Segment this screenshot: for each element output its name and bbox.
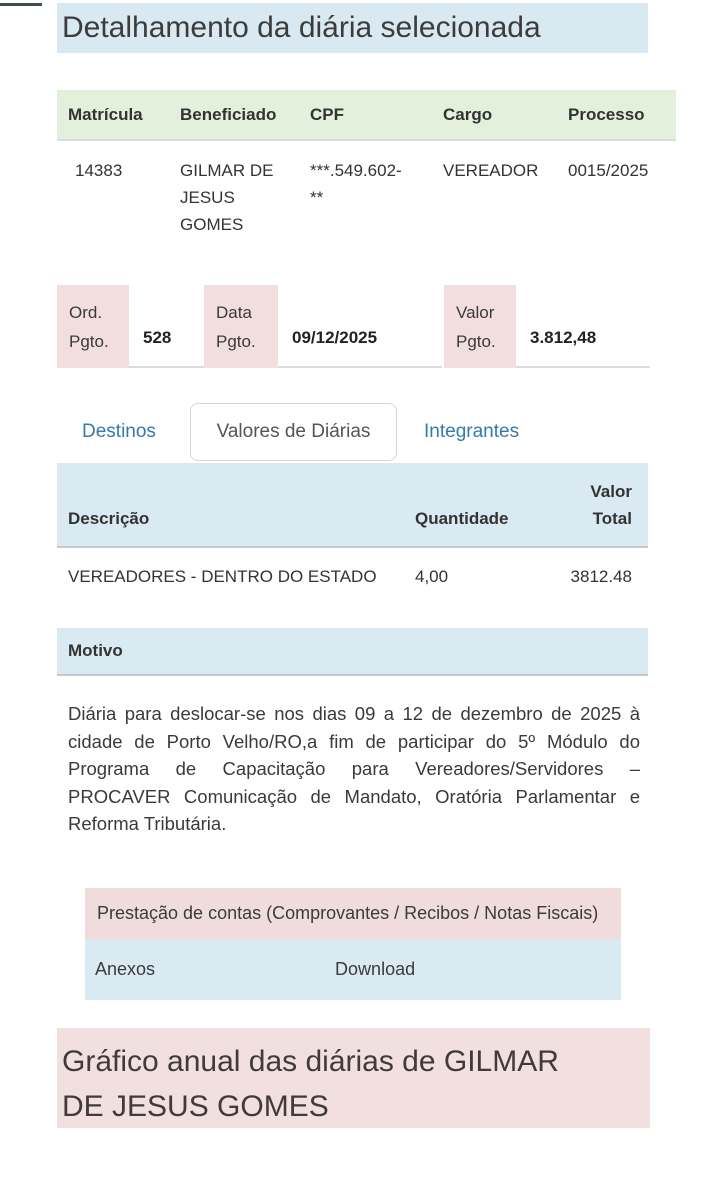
cell-cargo: VEREADOR bbox=[443, 161, 539, 180]
payment-summary: Ord. Pgto. 528 Data Pgto. 09/12/2025 Val… bbox=[57, 285, 705, 368]
tab-destinos[interactable]: Destinos bbox=[82, 421, 156, 442]
cell-quantidade: 4,00 bbox=[415, 567, 449, 586]
cell-cpf: ***.549.602-** bbox=[310, 161, 402, 207]
column-header-processo: Processo bbox=[568, 104, 645, 124]
column-header-descricao: Descrição bbox=[68, 509, 150, 528]
column-header-matricula: Matrícula bbox=[68, 104, 143, 124]
valor-pgto-label: Valor Pgto. bbox=[444, 285, 516, 368]
column-header-quantidade: Quantidade bbox=[415, 509, 509, 528]
column-header-cpf: CPF bbox=[310, 104, 344, 124]
tab-valores-de-diarias[interactable]: Valores de Diárias bbox=[190, 403, 397, 461]
tab-integrantes[interactable]: Integrantes bbox=[424, 421, 520, 442]
cell-valor-total: 3812.48 bbox=[570, 567, 632, 586]
screen-edge-artifact bbox=[0, 3, 42, 6]
data-pgto-value: 09/12/2025 bbox=[278, 285, 442, 368]
ord-pgto-label: Ord. Pgto. bbox=[57, 285, 129, 368]
chart-heading: Gráfico anual das diárias de GILMAR DE J… bbox=[57, 1027, 650, 1128]
detail-tabs: Destinos Valores de Diárias Integrantes bbox=[57, 403, 705, 461]
beneficiary-table-row: 14383 GILMAR DE JESUS GOMES ***.549.602-… bbox=[57, 141, 676, 238]
prestacao-header: Prestação de contas (Comprovantes / Reci… bbox=[85, 887, 621, 939]
column-header-cargo: Cargo bbox=[443, 104, 493, 124]
prestacao-de-contas: Prestação de contas (Comprovantes / Reci… bbox=[85, 887, 621, 1000]
motivo-header: Motivo bbox=[57, 628, 648, 676]
page-title: Detalhamento da diária selecionada bbox=[57, 3, 648, 53]
ord-pgto-value: 528 bbox=[129, 285, 204, 368]
beneficiary-table: Matrícula Beneficiado CPF Cargo Processo… bbox=[57, 90, 676, 238]
cell-beneficiado: GILMAR DE JESUS GOMES bbox=[180, 161, 274, 234]
data-pgto-label: Data Pgto. bbox=[204, 285, 278, 368]
motivo-text: Diária para deslocar-se nos dias 09 a 12… bbox=[68, 703, 640, 834]
beneficiary-table-header: Matrícula Beneficiado CPF Cargo Processo bbox=[57, 90, 676, 141]
column-header-beneficiado: Beneficiado bbox=[180, 104, 277, 124]
valores-table-header: Descrição Quantidade Valor Total bbox=[57, 463, 648, 548]
download-label: Download bbox=[335, 958, 416, 979]
anexos-row: Anexos Download bbox=[85, 938, 621, 1000]
anexos-label: Anexos bbox=[95, 958, 156, 979]
valores-table-row: VEREADORES - DENTRO DO ESTADO 4,00 3812.… bbox=[57, 548, 648, 590]
column-header-valor-total: Valor Total bbox=[590, 482, 632, 528]
valores-diarias-table: Descrição Quantidade Valor Total VEREADO… bbox=[57, 463, 648, 590]
cell-matricula: 14383 bbox=[75, 161, 123, 180]
cell-processo: 0015/2025 bbox=[568, 161, 649, 180]
valor-pgto-value: 3.812,48 bbox=[516, 285, 650, 368]
cell-descricao: VEREADORES - DENTRO DO ESTADO bbox=[68, 567, 377, 586]
